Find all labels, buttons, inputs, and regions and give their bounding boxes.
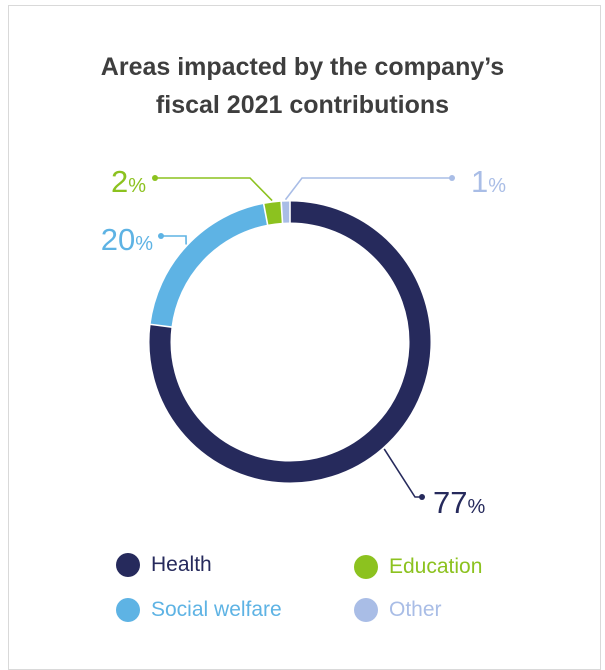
leader-dot <box>158 233 164 239</box>
leader-line <box>161 236 186 245</box>
data-label-health: 77% <box>433 485 485 520</box>
donut-slice-social-welfare <box>161 214 266 325</box>
donut-slice-education <box>266 212 282 214</box>
data-label-education: 2% <box>111 164 146 199</box>
leader-dot <box>449 175 455 181</box>
leader-dot <box>152 175 158 181</box>
leader-line <box>155 178 272 201</box>
data-label-other: 1% <box>471 164 506 199</box>
leader-line <box>384 449 422 497</box>
data-label-social-welfare: 20% <box>101 222 153 257</box>
leader-dot <box>419 494 425 500</box>
leader-line <box>286 178 453 200</box>
